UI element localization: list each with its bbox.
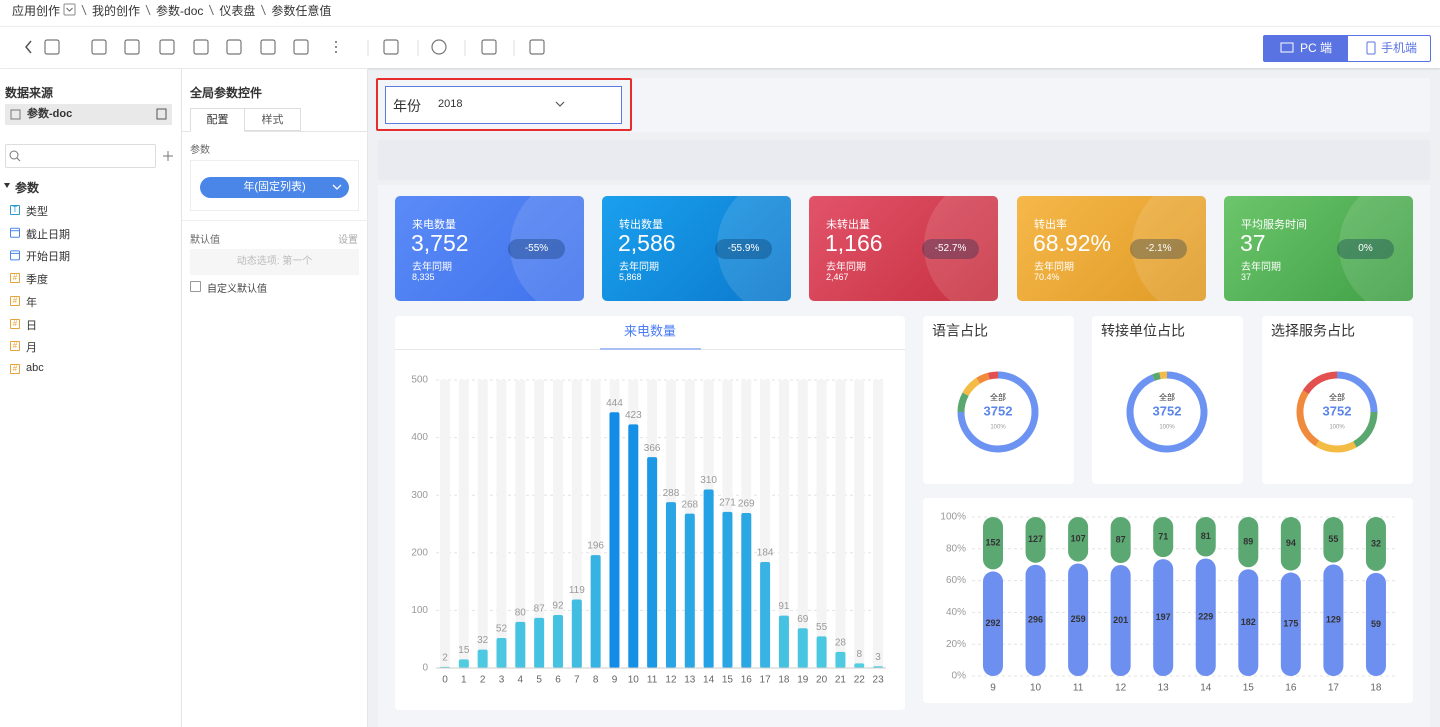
donut-card (923, 316, 1074, 484)
toolbar (0, 26, 1440, 68)
kpi-change: 0% (1337, 239, 1394, 259)
kpi-decoration (717, 196, 791, 301)
search-box[interactable] (5, 144, 156, 168)
kpi-compare: 8,335 (412, 272, 435, 282)
kpi-card: 转出率 68.92% 去年同期 70.4% -2.1% (1017, 196, 1206, 301)
field-name[interactable]: 类型 (26, 206, 48, 218)
kpi-compare: 2,467 (826, 272, 849, 282)
kpi-card: 未转出量 1,166 去年同期 2,467 -52.7% (809, 196, 998, 301)
filter-label: 年份 (393, 98, 421, 114)
pc-button[interactable]: PC 端 (1263, 35, 1347, 62)
chart-card (395, 316, 905, 710)
kpi-title: 转出数量 (619, 219, 663, 231)
tab[interactable]: 样式 (245, 108, 301, 131)
filter-value: 2018 (438, 98, 463, 110)
chart-card (923, 498, 1413, 703)
checkbox[interactable] (190, 281, 201, 292)
kpi-compare-label: 去年同期 (412, 262, 452, 273)
kpi-decoration (510, 196, 584, 301)
tab-line (182, 131, 368, 132)
kpi-title: 转出率 (1034, 219, 1067, 231)
kpi-value: 68.92% (1033, 230, 1112, 256)
section-label: 默认值 (190, 235, 220, 246)
checkbox-label: 自定义默认值 (207, 284, 267, 295)
field-name[interactable]: 开始日期 (26, 251, 70, 264)
kpi-card: 来电数量 3,752 去年同期 8,335 -55% (395, 196, 584, 301)
kpi-value: 3,752 (411, 230, 469, 256)
kpi-card: 转出数量 2,586 去年同期 5,868 -55.9% (602, 196, 791, 301)
separator (260, 4, 266, 16)
param-title: 全局参数控件 (190, 86, 263, 100)
field-icon: # (10, 318, 20, 329)
datasource-row[interactable]: 参数-doc (5, 104, 172, 125)
chevron (66, 7, 73, 12)
field-icon: # (10, 295, 20, 306)
group-title: 参数 (15, 181, 40, 195)
donut-card (1092, 316, 1243, 484)
kpi-change: -52.7% (922, 239, 979, 259)
kpi-compare-label: 去年同期 (619, 262, 659, 273)
field-name[interactable]: abc (26, 361, 44, 374)
kpi-change: -2.1% (1130, 239, 1187, 259)
field-name[interactable]: 年 (26, 296, 37, 309)
title-underline (600, 348, 701, 350)
kpi-card: 平均服务时间 37 去年同期 37 0% (1224, 196, 1413, 301)
mobile-button[interactable]: 手机端 (1347, 35, 1431, 62)
field-icon: # (10, 341, 20, 352)
field-icon: T (10, 205, 20, 215)
section-label: 参数 (190, 145, 210, 156)
field-name[interactable]: 截止日期 (26, 228, 70, 241)
kpi-value: 1,166 (825, 230, 883, 256)
kpi-compare-label: 去年同期 (826, 262, 866, 273)
field-name[interactable]: 月 (26, 342, 37, 355)
kpi-decoration (1132, 196, 1206, 301)
left-panel (0, 69, 182, 727)
param-box (190, 160, 359, 211)
filter-box[interactable] (385, 86, 622, 124)
kpi-value: 2,586 (618, 230, 676, 256)
kpi-decoration (1339, 196, 1413, 301)
breadcrumb-item[interactable]: 我的创作 (92, 4, 141, 18)
kpi-compare-label: 去年同期 (1034, 262, 1074, 273)
filter-highlight (376, 78, 632, 131)
field-name[interactable]: 季度 (26, 274, 48, 287)
kpi-title: 平均服务时间 (1241, 219, 1307, 231)
kpi-compare: 37 (1241, 272, 1252, 282)
kpi-decoration (924, 196, 998, 301)
separator (208, 4, 214, 16)
default-input: 动态选项: 第一个 (190, 249, 359, 275)
kpi-change: -55% (508, 239, 565, 259)
breadcrumb-item[interactable]: 参数任意值 (271, 4, 332, 18)
panel-title: 数据来源 (5, 86, 54, 100)
breadcrumb-item[interactable]: 参数-doc (156, 4, 204, 18)
divider (182, 220, 368, 221)
kpi-title: 来电数量 (412, 219, 456, 231)
tab[interactable]: 配置 (190, 108, 245, 132)
donut-card (1262, 316, 1413, 484)
param-pill[interactable]: 年(固定列表) (200, 177, 349, 198)
separator (81, 4, 87, 16)
kpi-compare: 70.4% (1034, 272, 1060, 282)
settings-link[interactable]: 设置 (338, 235, 358, 246)
kpi-compare-label: 去年同期 (1241, 262, 1281, 273)
kpi-compare: 5,868 (619, 272, 642, 282)
field-icon: # (10, 363, 20, 374)
kpi-value: 37 (1240, 230, 1266, 256)
breadcrumb-item[interactable]: 应用创作 (12, 4, 61, 18)
field-icon: # (10, 273, 20, 284)
dropdown-icon (63, 3, 76, 16)
strip (378, 140, 1430, 180)
kpi-change: -55.9% (715, 239, 772, 259)
separator (145, 4, 151, 16)
field-name[interactable]: 日 (26, 319, 37, 332)
kpi-title: 未转出量 (826, 219, 870, 231)
breadcrumb-item[interactable]: 仪表盘 (219, 4, 256, 18)
